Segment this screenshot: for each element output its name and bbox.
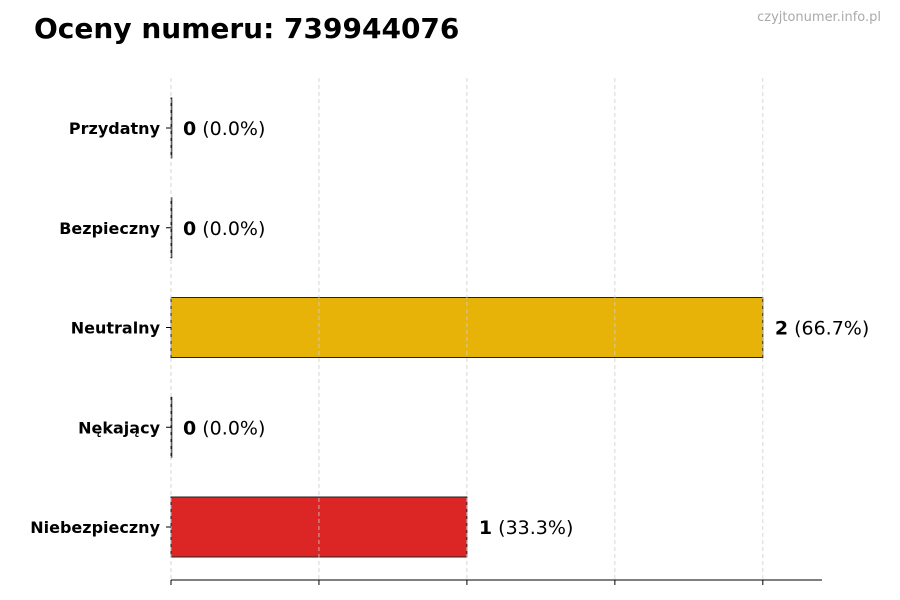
data-label-count: 0	[183, 218, 196, 240]
data-label-percent: (0.0%)	[196, 218, 265, 240]
category-label-2: Neutralny	[71, 319, 161, 338]
bar-2	[170, 297, 764, 358]
category-label-1: Bezpieczny	[59, 219, 160, 238]
data-label-3: 0 (0.0%)	[183, 417, 265, 439]
chart-title: Oceny numeru: 739944076	[34, 12, 460, 45]
category-label-3: Nękający	[78, 418, 160, 437]
data-label-4: 1 (33.3%)	[479, 517, 573, 539]
data-label-2: 2 (66.7%)	[775, 318, 869, 340]
bar-3	[170, 396, 173, 458]
category-label-0: Przydatny	[69, 119, 161, 138]
data-label-count: 0	[183, 118, 196, 140]
data-label-percent: (66.7%)	[788, 318, 869, 340]
data-label-count: 0	[183, 417, 196, 439]
category-label-4: Niebezpieczny	[30, 518, 160, 537]
data-label-count: 2	[775, 318, 788, 340]
data-label-1: 0 (0.0%)	[183, 218, 265, 240]
data-label-percent: (0.0%)	[196, 118, 265, 140]
data-label-percent: (33.3%)	[492, 517, 573, 539]
data-label-count: 1	[479, 517, 492, 539]
data-label-percent: (0.0%)	[196, 417, 265, 439]
data-label-0: 0 (0.0%)	[183, 118, 265, 140]
watermark: czyjtonumer.info.pl	[757, 10, 881, 25]
